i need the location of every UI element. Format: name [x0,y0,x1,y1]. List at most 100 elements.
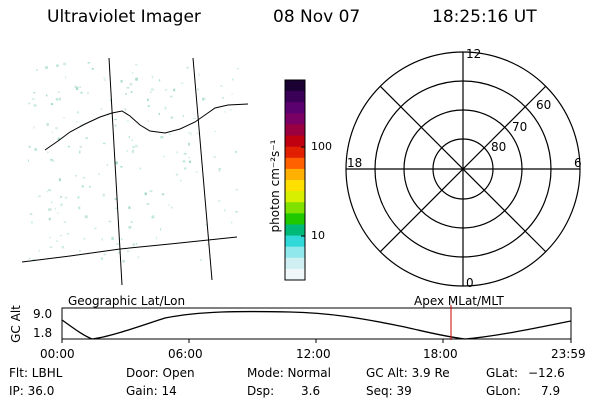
uv-speck [54,207,56,210]
uv-speck [149,190,153,192]
uv-speck [207,243,209,246]
colorbar-cell [285,191,305,203]
longitude-line [108,57,123,286]
status-glon-label: GLon: [486,384,521,398]
uv-speck [61,246,65,249]
uv-speck [219,168,222,170]
colorbar-tick-10: 10 [311,229,325,242]
uv-speck [135,77,138,81]
uv-speck [60,203,63,207]
uv-speck [114,118,117,121]
uv-speck [91,67,94,70]
uv-speck [144,192,147,196]
uv-speck [128,135,131,139]
uv-speck [45,66,48,69]
uv-speck [29,213,33,215]
uv-speck [158,112,160,115]
uv-speck [32,259,36,261]
colorbar-cell [285,257,305,270]
uv-speck [81,185,84,188]
uv-speck [64,196,68,199]
polar-label-6: 6 [574,156,582,170]
uv-speck [132,150,134,154]
uv-speck [198,73,200,76]
colorbar-cell [285,224,305,237]
uv-speck [48,217,51,221]
uv-speck [57,137,61,141]
uv-speck [101,238,103,241]
uv-speck [231,93,233,95]
uv-speck [161,193,165,196]
status-gain: Gain: 14 [126,384,177,398]
uv-speck [150,88,154,91]
uv-speck [135,243,137,245]
uv-speck [109,98,112,102]
geo-map [21,57,249,286]
uv-speck [116,243,119,245]
uv-speck [220,85,223,87]
uv-speck [183,153,187,155]
uv-speck [75,175,77,177]
uv-speck [28,257,31,260]
uv-speck [126,150,128,152]
uv-speck [147,105,150,108]
colorbar-cell [285,91,305,103]
uv-speck [87,62,90,64]
uv-speck [79,250,81,252]
uv-speck [184,167,187,170]
colorbar-cell [285,124,305,137]
uv-speck [103,77,105,79]
uv-speck [188,132,190,134]
altitude-strip [61,305,572,343]
uv-speck [88,185,91,188]
uv-speck [230,109,232,111]
uv-speck [195,171,198,174]
uv-speck [77,111,79,114]
uv-speck [126,250,130,252]
uv-speck [85,137,88,139]
uv-speck [150,91,152,93]
uv-speck [169,133,171,135]
status-glon-value: 7.9 [541,384,561,398]
status-seq: Seq: 39 [366,384,412,398]
uv-speck [63,62,67,66]
uv-speck [156,236,158,240]
uv-speck [128,226,132,229]
colorbar-cell [285,80,305,92]
uv-speck [33,104,37,107]
uv-speck [218,169,221,172]
uv-speck [235,151,238,153]
uv-speck [33,92,36,94]
uv-speck [45,94,48,97]
uv-speck [224,209,226,212]
uv-speck [135,144,138,148]
uv-speck [131,139,134,141]
uv-speck [56,240,59,242]
colorbar [285,80,305,281]
uv-speck [128,205,130,209]
uv-speck [100,108,103,110]
uv-speck [203,98,206,100]
uv-speck [48,189,52,191]
uv-speck [80,91,83,94]
uv-speck [130,221,133,223]
uv-speck [51,131,53,133]
uv-speck [235,189,238,191]
uv-speck [56,64,59,67]
uv-speck [190,132,192,136]
uv-speck [104,78,106,82]
uv-speck [168,204,170,206]
uv-speck [31,221,33,224]
polar-label-18: 18 [347,156,363,170]
colorbar-cell [285,157,305,170]
uv-speck [180,179,182,182]
status-filter: Flt: LBHL [9,366,63,380]
status-gc-alt: GC Alt: 3.9 Re [366,366,450,380]
uv-speck [224,111,226,113]
polar-lat-70: 70 [512,120,528,134]
status-glat-label: GLat: [486,366,519,380]
uv-speck [151,216,154,219]
uv-speck [82,177,86,179]
uv-speck [28,145,31,148]
uv-speck [218,200,221,202]
